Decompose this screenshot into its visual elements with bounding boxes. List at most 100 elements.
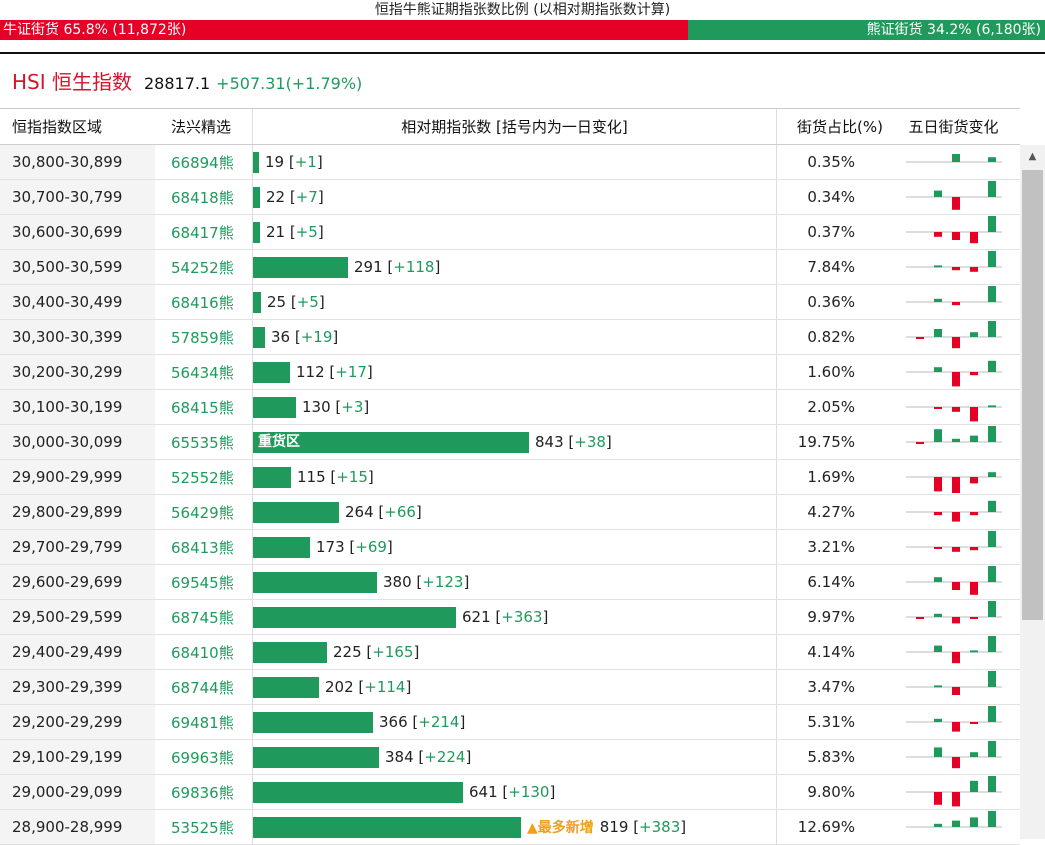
warrant-code-link[interactable]: 68745熊 — [171, 608, 234, 627]
table-body: 30,800-30,899 66894熊 19 [+1] 0.35% 30,700-30… — [0, 145, 1020, 845]
warrant-code-link[interactable]: 68413熊 — [171, 538, 234, 557]
range-cell: 30,100-30,199 — [0, 390, 155, 424]
contracts-delta: +5 — [295, 223, 318, 241]
contracts-cell: 21 [+5] — [252, 215, 777, 249]
five-day-change — [887, 460, 1020, 494]
contracts-value: 621 [+363] — [462, 608, 549, 626]
warrant-code-link[interactable]: 68744熊 — [171, 678, 234, 697]
table-row: 30,100-30,199 68415熊 130 [+3] 2.05% — [0, 390, 1020, 425]
spark-bar — [987, 601, 996, 617]
range-cell: 30,800-30,899 — [0, 145, 155, 179]
contracts-delta: +19 — [300, 328, 333, 346]
spark-bar — [933, 512, 942, 516]
warrant-code-link[interactable]: 53525熊 — [171, 818, 234, 837]
sparkline — [905, 216, 1002, 244]
scroll-up-arrow-icon[interactable]: ▲ — [1028, 151, 1037, 162]
warrant-code-link[interactable]: 57859熊 — [171, 328, 234, 347]
contracts-cell: 641 [+130] — [252, 775, 777, 809]
warrant-code-link[interactable]: 68415熊 — [171, 398, 234, 417]
five-day-change — [887, 355, 1020, 389]
five-day-change — [887, 705, 1020, 739]
contracts-bar — [253, 606, 456, 628]
table-row: 29,700-29,799 68413熊 173 [+69] 3.21% — [0, 530, 1020, 565]
sparkline — [905, 500, 1002, 522]
contracts-number: 21 — [266, 223, 286, 241]
spark-bar — [969, 617, 978, 619]
spark-bar — [933, 747, 942, 757]
warrant-code-link[interactable]: 68410熊 — [171, 643, 234, 662]
spark-bar — [969, 722, 978, 724]
contracts-number: 384 — [385, 748, 414, 766]
warrant-code-link[interactable]: 69836熊 — [171, 783, 234, 802]
spark-bar — [987, 811, 996, 827]
contracts-cell: 225 [+165] — [252, 635, 777, 669]
warrant-code-link[interactable]: 69481熊 — [171, 713, 234, 732]
sparkline — [905, 531, 1002, 552]
contracts-number: 366 — [379, 713, 408, 731]
col-header-pct: 街货占比(%) — [797, 118, 883, 136]
contracts-cell: 173 [+69] — [252, 530, 777, 564]
warrant-code-link[interactable]: 52552熊 — [171, 468, 234, 487]
range-cell: 29,600-29,699 — [0, 565, 155, 599]
contracts-delta: +363 — [501, 608, 543, 626]
spark-bar — [987, 776, 996, 792]
warrant-code-link[interactable]: 68418熊 — [171, 188, 234, 207]
spark-bar — [969, 407, 978, 422]
warrant-code-link[interactable]: 68417熊 — [171, 223, 234, 242]
sparkline — [905, 405, 1002, 422]
warrant-code-link[interactable]: 66894熊 — [171, 153, 234, 172]
table-row: 29,500-29,599 68745熊 621 [+363] 9.97% — [0, 600, 1020, 635]
spark-bar — [987, 216, 996, 232]
five-day-change — [887, 285, 1020, 319]
scrollbar-thumb[interactable] — [1022, 170, 1043, 620]
index-name: HSI 恒生指数 — [12, 70, 132, 94]
table-row: 29,600-29,699 69545熊 380 [+123] 6.14% — [0, 565, 1020, 600]
share-pct: 12.69% — [797, 818, 855, 836]
sparkline — [905, 811, 1002, 828]
table-row: 29,200-29,299 69481熊 366 [+214] 5.31% — [0, 705, 1020, 740]
spark-bar — [969, 817, 978, 827]
table-row: 29,900-29,999 52552熊 115 [+15] 1.69% — [0, 460, 1020, 495]
warrant-code-link[interactable]: 56429熊 — [171, 503, 234, 522]
range-cell: 30,700-30,799 — [0, 180, 155, 214]
contracts-number: 225 — [333, 643, 362, 661]
warrant-code-link[interactable]: 54252熊 — [171, 258, 234, 277]
warrant-code-link[interactable]: 69963熊 — [171, 748, 234, 767]
spark-bar — [933, 823, 942, 827]
spark-bar — [969, 780, 978, 792]
spark-bar — [987, 360, 996, 372]
warrant-code-link[interactable]: 69545熊 — [171, 573, 234, 592]
sparkline — [905, 251, 1002, 272]
spark-bar — [987, 500, 996, 512]
warrant-code-link[interactable]: 65535熊 — [171, 433, 234, 452]
contracts-bar: 重货区 — [253, 431, 529, 453]
five-day-change — [887, 390, 1020, 424]
spark-bar — [951, 197, 960, 210]
spark-bar — [933, 329, 942, 337]
spark-bar — [933, 429, 942, 442]
spark-bar — [987, 286, 996, 302]
spark-bar — [951, 792, 960, 807]
contracts-value: 291 [+118] — [354, 258, 441, 276]
contracts-value: 115 [+15] — [297, 468, 374, 486]
bull-bear-ratio-bar: 牛证街货 65.8% (11,872张) 熊证街货 34.2% (6,180张) — [0, 20, 1045, 40]
spark-bar — [933, 265, 942, 268]
five-day-change — [887, 670, 1020, 704]
spark-bar — [987, 472, 996, 477]
warrant-code-link[interactable]: 68416熊 — [171, 293, 234, 312]
warrant-code-link[interactable]: 56434熊 — [171, 363, 234, 382]
contracts-cell: 291 [+118] — [252, 250, 777, 284]
spark-bar — [969, 547, 978, 551]
contracts-cell: 36 [+19] — [252, 320, 777, 354]
sparkline — [905, 321, 1002, 349]
share-pct: 3.21% — [807, 538, 855, 556]
vertical-scrollbar[interactable]: ▲ — [1020, 145, 1045, 839]
contracts-bar — [253, 536, 310, 558]
contracts-cell: 25 [+5] — [252, 285, 777, 319]
range-cell: 30,000-30,099 — [0, 425, 155, 459]
spark-bar — [951, 757, 960, 769]
share-pct: 4.14% — [807, 643, 855, 661]
spark-bar — [987, 741, 996, 757]
five-day-change — [887, 740, 1020, 774]
contracts-delta: +130 — [508, 783, 550, 801]
